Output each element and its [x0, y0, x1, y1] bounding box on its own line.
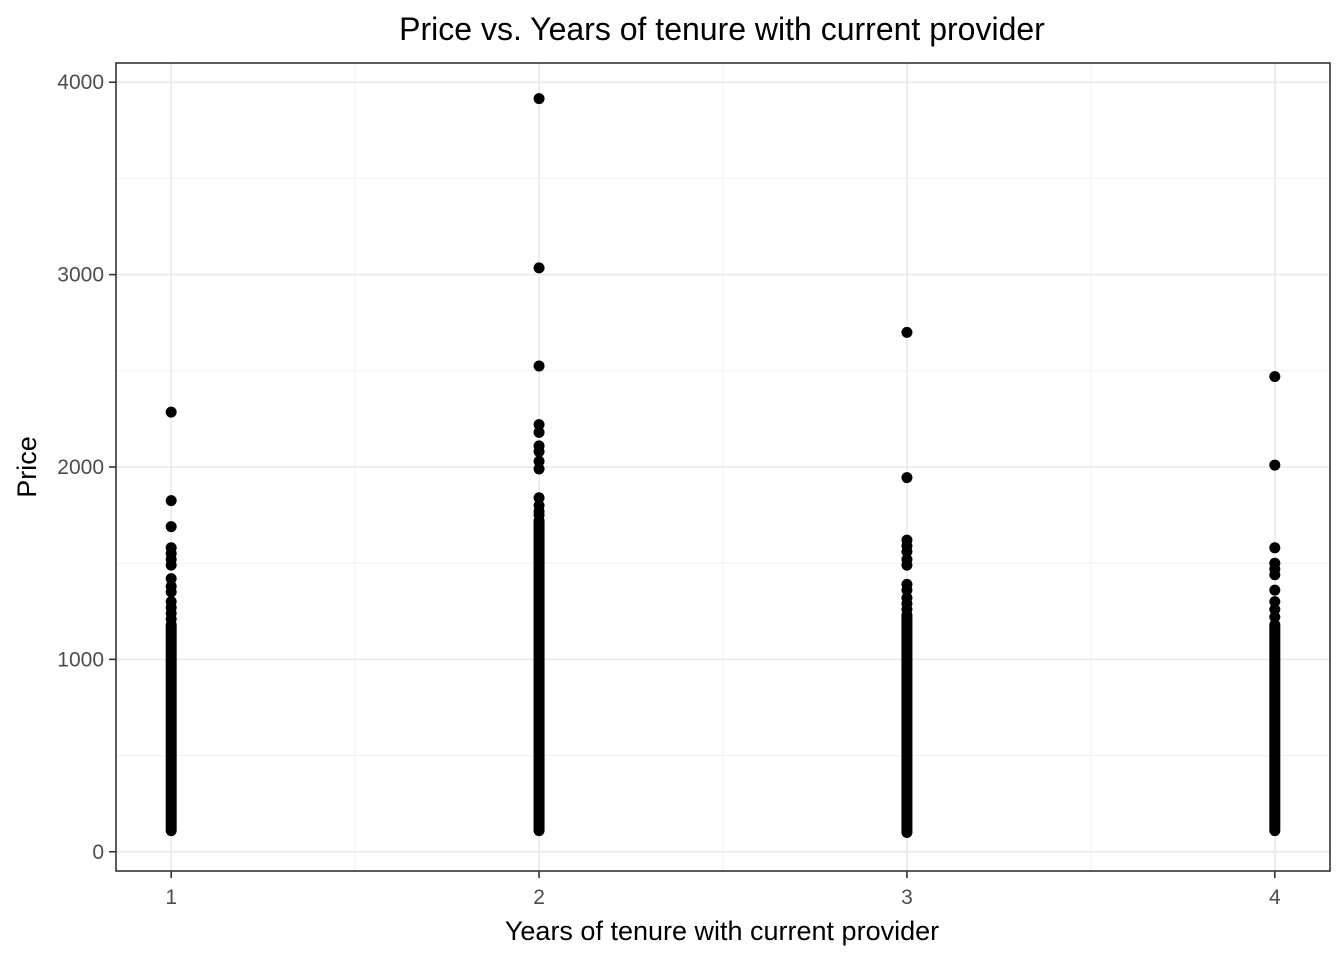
y-tick-label-3: 3000 [57, 264, 104, 287]
point-x1-2 [165, 521, 177, 533]
point-x3-11 [901, 603, 913, 615]
point-x4-9 [1269, 611, 1281, 623]
point-x1-1 [165, 495, 177, 507]
point-x4-7 [1269, 596, 1281, 608]
y-tick-label-1: 1000 [57, 648, 104, 671]
point-x2-9 [533, 492, 545, 504]
point-x1-13 [165, 613, 177, 625]
y-tick-label-2: 2000 [57, 456, 104, 479]
point-x3-8 [901, 584, 913, 596]
point-x2-1 [533, 262, 545, 274]
point-x4-6 [1269, 584, 1281, 596]
point-x2-3 [533, 419, 545, 431]
point-x1-6 [165, 559, 177, 571]
point-column-x4 [1269, 619, 1281, 837]
point-x3-4 [901, 546, 913, 558]
point-x3-6 [901, 559, 913, 571]
point-column-x1 [165, 619, 177, 837]
point-x1-0 [165, 406, 177, 418]
point-x2-6 [533, 446, 545, 458]
point-x2-8 [533, 463, 545, 475]
point-x3-1 [901, 472, 913, 484]
point-x1-7 [165, 573, 177, 585]
point-x2-0 [533, 93, 545, 105]
point-x2-12 [533, 509, 545, 521]
point-x3-0 [901, 326, 913, 338]
x-tick-label-2: 3 [901, 886, 913, 909]
point-x4-8 [1269, 603, 1281, 615]
point-x4-0 [1269, 371, 1281, 383]
x-tick-label-3: 4 [1269, 886, 1281, 909]
point-x4-2 [1269, 542, 1281, 554]
point-x2-2 [533, 360, 545, 372]
point-x2-4 [533, 426, 545, 438]
x-tick-label-0: 1 [165, 886, 177, 909]
x-axis-title: Years of tenure with current provider [505, 916, 939, 946]
y-axis-title: Price [12, 436, 42, 498]
point-column-x3 [901, 609, 913, 839]
point-x4-5 [1269, 569, 1281, 581]
y-tick-label-4: 4000 [57, 71, 104, 94]
y-tick-label-0: 0 [92, 841, 104, 864]
chart-title: Price vs. Years of tenure with current p… [399, 11, 1045, 47]
point-x4-1 [1269, 459, 1281, 471]
point-x1-9 [165, 586, 177, 598]
data-points [165, 93, 1281, 839]
y-axis-ticks: 0 1000 2000 3000 4000 [57, 71, 116, 864]
point-column-x2 [533, 515, 545, 837]
x-axis-ticks: 1 2 3 4 [165, 871, 1281, 909]
x-tick-label-1: 2 [533, 886, 545, 909]
point-x2-7 [533, 455, 545, 467]
